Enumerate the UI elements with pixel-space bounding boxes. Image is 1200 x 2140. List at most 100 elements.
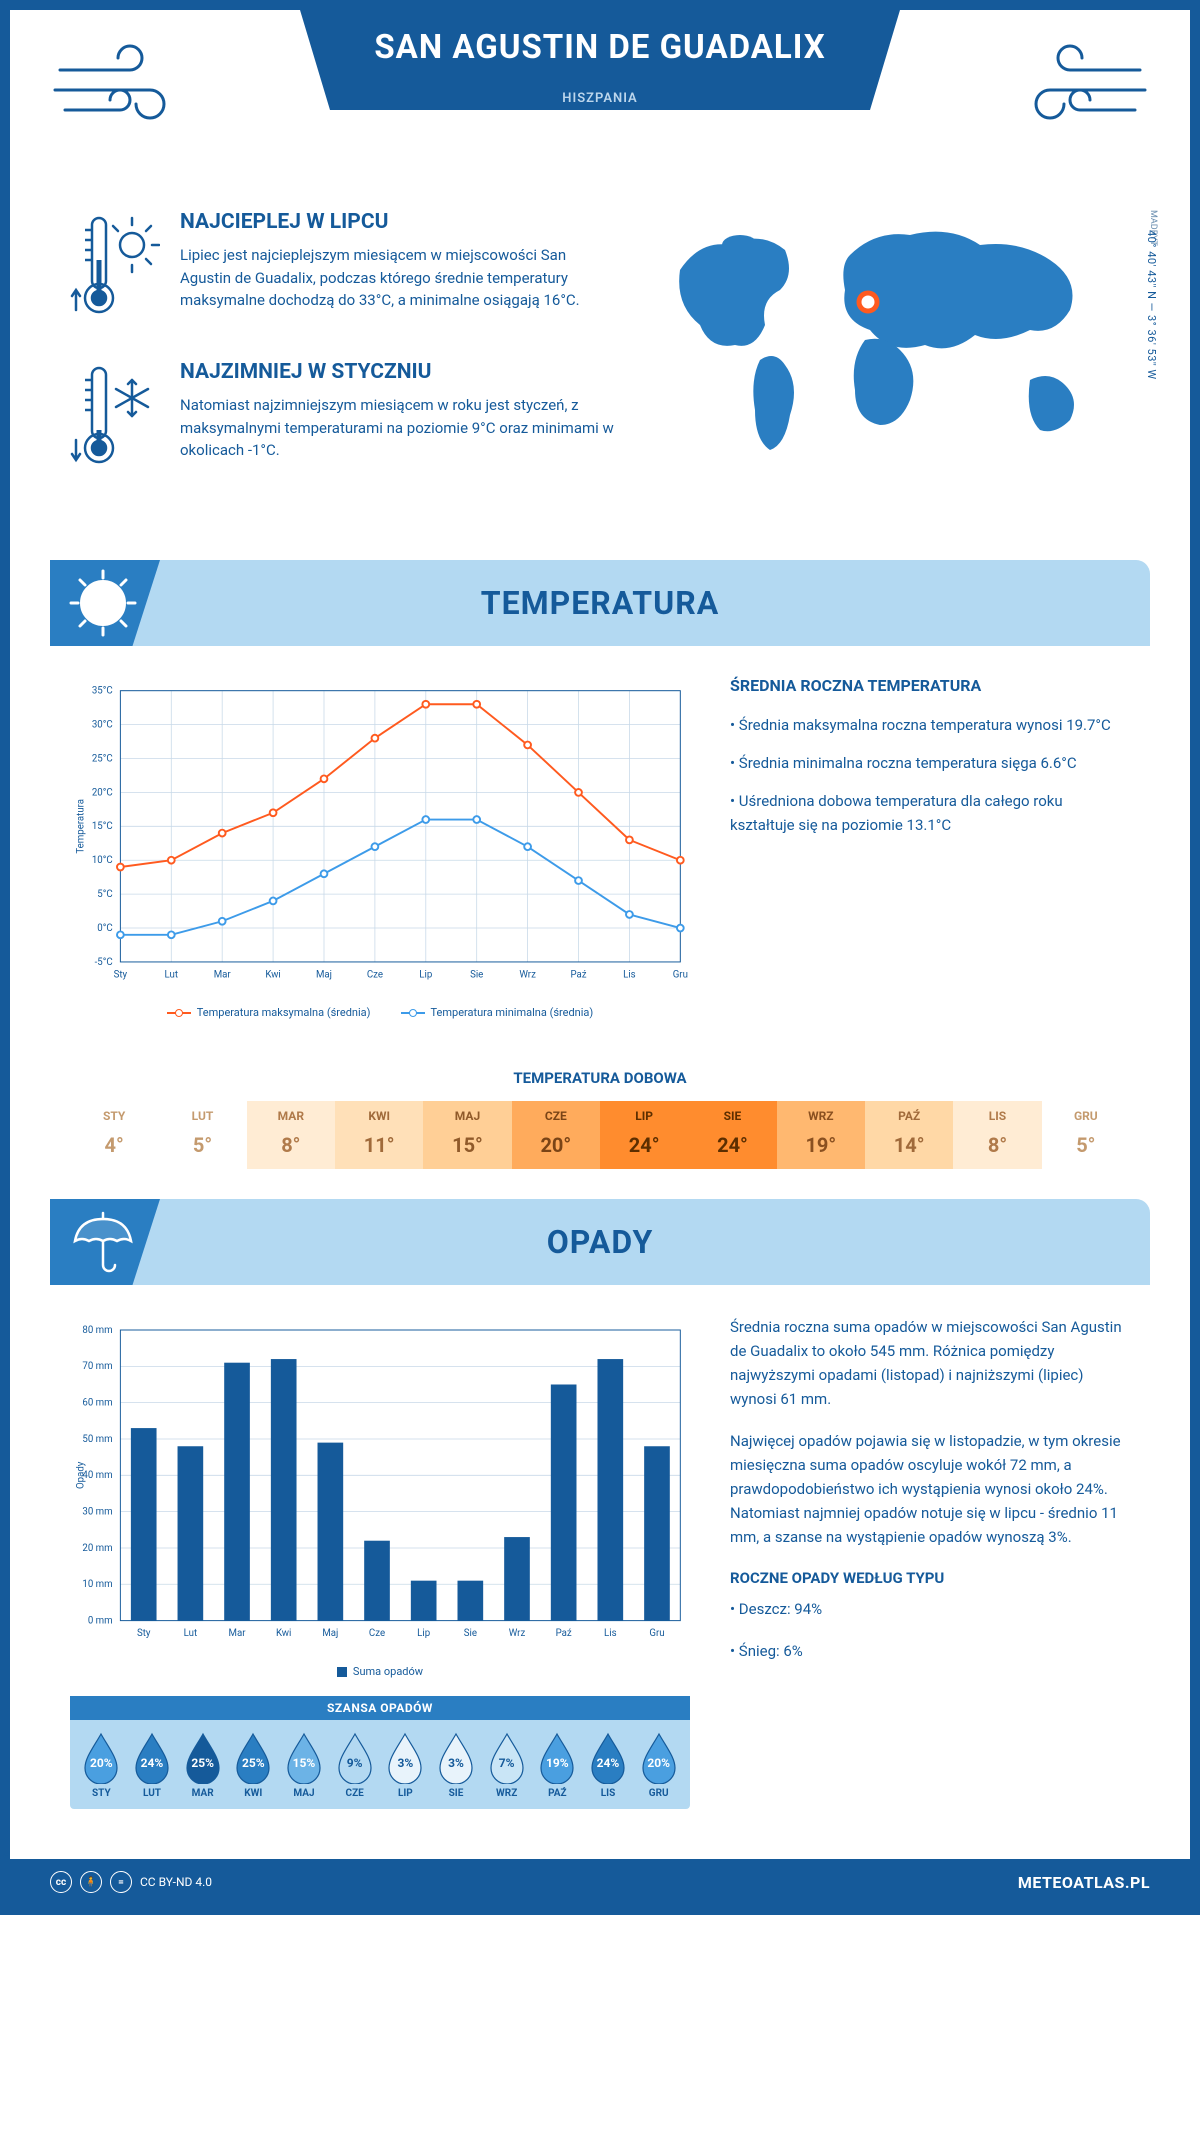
sun-icon bbox=[68, 568, 138, 638]
header: SAN AGUSTIN DE GUADALIX HISZPANIA bbox=[10, 10, 1190, 210]
chance-cell: 20% GRU bbox=[633, 1730, 684, 1799]
cc-icon: cc bbox=[50, 1871, 72, 1893]
license-block: cc 🧍 = CC BY-ND 4.0 bbox=[50, 1871, 212, 1893]
avg-b3: • Uśredniona dobowa temperatura dla całe… bbox=[730, 789, 1130, 837]
chance-cell: 20% STY bbox=[76, 1730, 127, 1799]
raindrop-icon: 25% bbox=[231, 1730, 275, 1784]
license-text: CC BY-ND 4.0 bbox=[140, 1875, 212, 1889]
raindrop-icon: 24% bbox=[586, 1730, 630, 1784]
daily-cell: WRZ19° bbox=[777, 1101, 865, 1169]
svg-text:Gru: Gru bbox=[673, 969, 688, 980]
svg-text:Temperatura: Temperatura bbox=[76, 799, 87, 854]
svg-text:35°C: 35°C bbox=[92, 686, 113, 697]
svg-text:Maj: Maj bbox=[322, 1628, 338, 1639]
svg-text:30 mm: 30 mm bbox=[82, 1507, 112, 1518]
chance-cell: 19% PAŹ bbox=[532, 1730, 583, 1799]
avg-b2: • Średnia minimalna roczna temperatura s… bbox=[730, 751, 1130, 775]
svg-text:Opady: Opady bbox=[76, 1461, 87, 1489]
legend-sum: Suma opadów bbox=[337, 1665, 423, 1678]
daily-title: TEMPERATURA DOBOWA bbox=[10, 1069, 1190, 1087]
daily-cell: LIS8° bbox=[953, 1101, 1041, 1169]
site-name: METEOATLAS.PL bbox=[1018, 1873, 1150, 1892]
raindrop-icon: 20% bbox=[637, 1730, 681, 1784]
legend-max: .legend-item:nth-child(1) .legend-swatch… bbox=[167, 1006, 371, 1019]
temp-section-header: TEMPERATURA bbox=[50, 560, 1150, 646]
temp-title: TEMPERATURA bbox=[481, 584, 719, 622]
daily-cell: SIE24° bbox=[688, 1101, 776, 1169]
raindrop-icon: 3% bbox=[434, 1730, 478, 1784]
svg-text:Gru: Gru bbox=[649, 1628, 664, 1639]
svg-text:Wrz: Wrz bbox=[519, 969, 536, 980]
chance-cell: 15% MAJ bbox=[279, 1730, 330, 1799]
precip-section-header: OPADY bbox=[50, 1199, 1150, 1285]
svg-text:Lip: Lip bbox=[419, 969, 432, 980]
svg-text:0 mm: 0 mm bbox=[88, 1616, 113, 1627]
svg-text:15°C: 15°C bbox=[92, 821, 113, 832]
svg-text:0°C: 0°C bbox=[97, 923, 112, 934]
chance-panel: SZANSA OPADÓW 20% STY 24% LUT 25% MAR 25… bbox=[70, 1696, 690, 1809]
chance-cell: 9% CZE bbox=[329, 1730, 380, 1799]
svg-text:Lis: Lis bbox=[623, 969, 636, 980]
svg-text:Lut: Lut bbox=[165, 969, 179, 980]
raindrop-icon: 15% bbox=[282, 1730, 326, 1784]
precip-p2: Najwięcej opadów pojawia się w listopadz… bbox=[730, 1429, 1130, 1549]
chance-grid: 20% STY 24% LUT 25% MAR 25% KWI 15% MAJ bbox=[70, 1720, 690, 1809]
svg-text:Sty: Sty bbox=[137, 1628, 151, 1639]
svg-text:Sie: Sie bbox=[464, 1628, 477, 1639]
cold-text: NAJZIMNIEJ W STYCZNIU Natomiast najzimni… bbox=[180, 360, 620, 480]
daily-cell: GRU5° bbox=[1042, 1101, 1130, 1169]
type-title: ROCZNE OPADY WEDŁUG TYPU bbox=[730, 1569, 1130, 1587]
svg-text:Sty: Sty bbox=[114, 969, 128, 980]
coords-label: 40° 40' 43'' N — 3° 36' 53'' W bbox=[1145, 230, 1158, 380]
daily-cell: PAŹ14° bbox=[865, 1101, 953, 1169]
svg-text:40 mm: 40 mm bbox=[82, 1470, 112, 1481]
svg-text:5°C: 5°C bbox=[97, 889, 112, 900]
temp-stats: ŚREDNIA ROCZNA TEMPERATURA • Średnia mak… bbox=[730, 676, 1130, 1019]
temp-body: -5°C0°C5°C10°C15°C20°C25°C30°C35°CStyLut… bbox=[10, 646, 1190, 1049]
svg-text:Lis: Lis bbox=[604, 1628, 617, 1639]
precip-chart-wrap: 0 mm10 mm20 mm30 mm40 mm50 mm60 mm70 mm8… bbox=[70, 1315, 690, 1809]
chance-cell: 7% WRZ bbox=[481, 1730, 532, 1799]
cold-desc: Natomiast najzimniejszym miesiącem w rok… bbox=[180, 394, 620, 462]
infographic-page: SAN AGUSTIN DE GUADALIX HISZPANIA bbox=[0, 0, 1200, 1915]
svg-text:Lip: Lip bbox=[417, 1628, 430, 1639]
daily-cell: MAR8° bbox=[247, 1101, 335, 1169]
svg-text:Mar: Mar bbox=[214, 969, 232, 980]
map-panel: MADRYT 40° 40' 43'' N — 3° 36' 53'' W bbox=[650, 210, 1130, 510]
legend-min: .legend-item:nth-child(2) .legend-swatch… bbox=[401, 1006, 594, 1019]
legend-max-label: Temperatura maksymalna (średnia) bbox=[197, 1006, 371, 1019]
legend-min-label: Temperatura minimalna (średnia) bbox=[431, 1006, 594, 1019]
daily-cell: LIP24° bbox=[600, 1101, 688, 1169]
svg-text:Cze: Cze bbox=[369, 1628, 385, 1639]
svg-text:Wrz: Wrz bbox=[509, 1628, 526, 1639]
wind-icon bbox=[1010, 40, 1150, 140]
hot-title: NAJCIEPLEJ W LIPCU bbox=[180, 210, 620, 234]
svg-text:60 mm: 60 mm bbox=[82, 1398, 112, 1409]
temp-chart-wrap: -5°C0°C5°C10°C15°C20°C25°C30°C35°CStyLut… bbox=[70, 676, 690, 1019]
svg-text:Paź: Paź bbox=[570, 969, 586, 980]
svg-text:Paź: Paź bbox=[556, 1628, 572, 1639]
raindrop-icon: 25% bbox=[181, 1730, 225, 1784]
daily-cell: CZE20° bbox=[512, 1101, 600, 1169]
chance-cell: 25% MAR bbox=[177, 1730, 228, 1799]
thermometer-sun-icon bbox=[70, 210, 160, 330]
by-icon: 🧍 bbox=[80, 1871, 102, 1893]
intro-row: NAJCIEPLEJ W LIPCU Lipiec jest najcieple… bbox=[10, 210, 1190, 540]
cold-title: NAJZIMNIEJ W STYCZNIU bbox=[180, 360, 620, 384]
precip-title: OPADY bbox=[547, 1223, 654, 1261]
svg-text:20 mm: 20 mm bbox=[82, 1543, 112, 1554]
hot-text: NAJCIEPLEJ W LIPCU Lipiec jest najcieple… bbox=[180, 210, 620, 330]
svg-text:Cze: Cze bbox=[367, 969, 383, 980]
chance-cell: 3% SIE bbox=[431, 1730, 482, 1799]
daily-cell: KWI11° bbox=[335, 1101, 423, 1169]
svg-text:Sie: Sie bbox=[470, 969, 483, 980]
svg-text:10 mm: 10 mm bbox=[82, 1579, 112, 1590]
daily-temp-grid: STY4°LUT5°MAR8°KWI11°MAJ15°CZE20°LIP24°S… bbox=[70, 1101, 1130, 1169]
nd-icon: = bbox=[110, 1871, 132, 1893]
raindrop-icon: 19% bbox=[535, 1730, 579, 1784]
chance-cell: 24% LUT bbox=[127, 1730, 178, 1799]
svg-text:20°C: 20°C bbox=[92, 787, 113, 798]
wind-icon bbox=[50, 40, 190, 140]
chance-cell: 3% LIP bbox=[380, 1730, 431, 1799]
chance-title: SZANSA OPADÓW bbox=[70, 1696, 690, 1720]
